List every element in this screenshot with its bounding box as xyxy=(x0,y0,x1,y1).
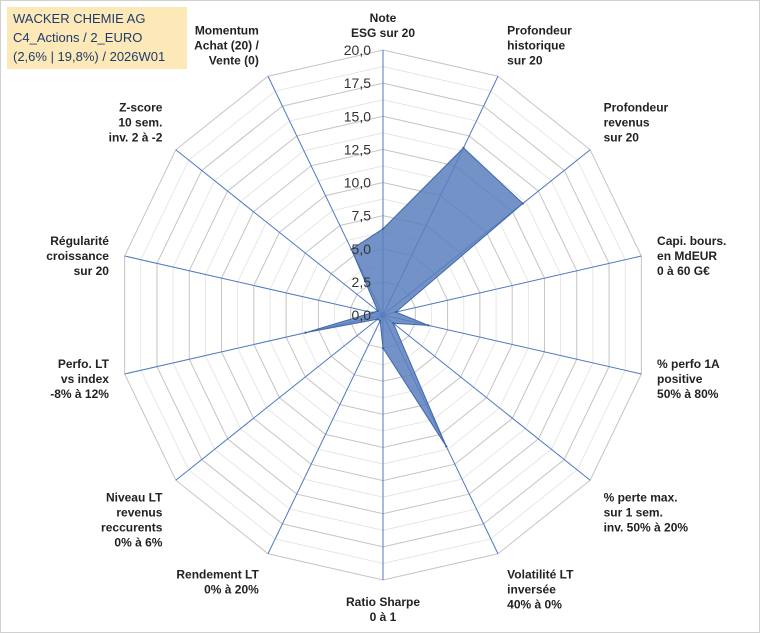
axis-label: sur 1 sem. xyxy=(604,506,663,520)
axis-label: Rendement LT xyxy=(176,568,259,582)
axis-label: Z-score xyxy=(119,100,163,114)
axis-label: reccurents xyxy=(101,521,163,535)
axis-label: revenus xyxy=(604,115,650,129)
data-point xyxy=(376,317,380,321)
axis-label: Ratio Sharpe xyxy=(346,595,420,609)
axis-label: sur 20 xyxy=(74,264,110,278)
data-point xyxy=(462,146,465,150)
axis-label: Profondeur xyxy=(507,23,572,37)
axis-label: inversée xyxy=(507,583,556,597)
tick-label: 15,0 xyxy=(344,108,371,124)
data-point xyxy=(304,331,307,334)
axis-label: ESG sur 20 xyxy=(351,26,415,40)
data-point xyxy=(394,310,398,314)
data-point xyxy=(378,319,382,323)
axis-label: sur 20 xyxy=(604,130,640,144)
axis-spoke xyxy=(124,255,384,316)
axis-spoke xyxy=(175,149,384,316)
data-point xyxy=(381,346,385,350)
axis-label: Niveau LT xyxy=(106,491,163,505)
axis-label: Momentum xyxy=(195,23,259,37)
tick-label: 2,5 xyxy=(352,274,372,290)
tick-label: 10,0 xyxy=(344,175,371,191)
data-point xyxy=(445,445,448,448)
data-point xyxy=(521,202,525,205)
axis-spoke xyxy=(175,314,384,481)
axis-label: 40% à 0% xyxy=(507,598,562,612)
category-label: C4_Actions / 2_EURO xyxy=(13,30,143,45)
axis-label: Régularité xyxy=(50,234,109,248)
axis-spoke xyxy=(382,255,642,316)
axis-label: Volatilité LT xyxy=(507,568,574,582)
axis-label: croissance xyxy=(46,249,109,263)
data-point xyxy=(392,322,395,325)
axis-label: Capi. bours. xyxy=(657,234,726,248)
tick-label: 7,5 xyxy=(352,208,372,224)
axis-label: revenus xyxy=(116,506,162,520)
axis-label: -8% à 12% xyxy=(50,387,109,401)
tick-layer: 0,0 2,5 5,0 7,5 10,0 12,5 15,0 17,5 20,0 xyxy=(344,42,371,323)
axis-label: 0% à 6% xyxy=(114,536,162,550)
axis-label: 50% à 80% xyxy=(657,387,719,401)
tick-label: 5,0 xyxy=(352,241,372,257)
axis-label: 0 à 1 xyxy=(370,610,397,624)
company-name: WACKER CHEMIE AG xyxy=(13,11,146,26)
axis-label: historique xyxy=(507,38,565,52)
axis-label: Achat (20) / xyxy=(194,38,259,52)
axis-spoke xyxy=(382,314,591,481)
axis-label: % perte max. xyxy=(604,491,678,505)
axis-label: Perfo. LT xyxy=(58,357,110,371)
period-label: (2,6% | 19,8%) / 2026W01 xyxy=(13,49,166,64)
axis-label: 0 à 60 G€ xyxy=(657,264,710,278)
data-point xyxy=(381,227,385,231)
axis-label: % perfo 1A xyxy=(657,357,720,371)
axis-label: en MdEUR xyxy=(657,249,717,263)
axis-label: positive xyxy=(657,372,703,386)
axis-label: 0% à 20% xyxy=(204,583,259,597)
axis-label: 10 sem. xyxy=(118,115,162,129)
axis-label: Profondeur xyxy=(604,100,669,114)
axis-label: Note xyxy=(370,11,397,25)
data-point xyxy=(350,248,353,251)
tick-label: 20,0 xyxy=(344,42,371,58)
tick-label: 0,0 xyxy=(352,307,372,323)
area-layer xyxy=(304,146,525,448)
data-point xyxy=(376,309,380,313)
axis-label: inv. 50% à 20% xyxy=(604,521,689,535)
axis-label: sur 20 xyxy=(507,53,543,67)
tick-label: 17,5 xyxy=(344,75,371,91)
axis-label: Vente (0) xyxy=(209,53,259,67)
axis-label: inv. 2 à -2 xyxy=(109,130,163,144)
axis-label: vs index xyxy=(61,372,109,386)
axis-spoke xyxy=(267,314,384,554)
data-point xyxy=(427,324,430,327)
title-box: WACKER CHEMIE AG C4_Actions / 2_EURO (2,… xyxy=(7,7,187,69)
data-point xyxy=(371,311,374,314)
tick-label: 12,5 xyxy=(344,141,371,157)
